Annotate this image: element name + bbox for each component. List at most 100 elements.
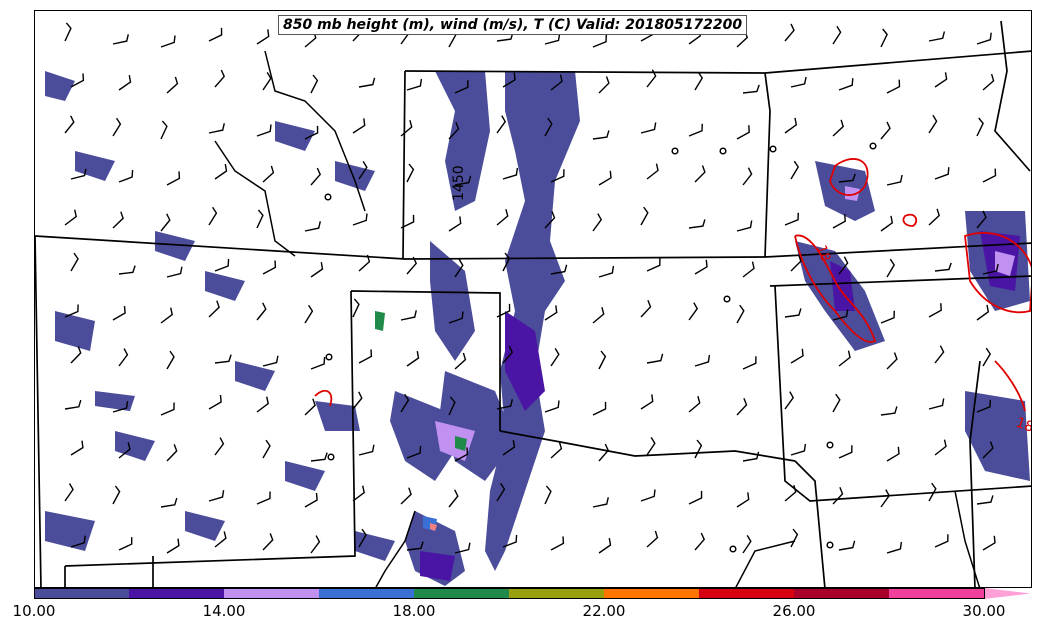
wind-barb	[646, 353, 664, 364]
wind-barb	[598, 265, 615, 278]
wind-barb	[502, 167, 519, 180]
wind-barb	[304, 398, 316, 416]
wind-barb	[160, 307, 173, 324]
wind-barb	[496, 303, 511, 318]
wind-barb	[262, 260, 277, 275]
wind-barb	[352, 213, 368, 226]
wind-barb	[934, 534, 949, 548]
wind-barb	[886, 541, 903, 554]
wind-barb	[550, 264, 568, 275]
wind-barb	[502, 345, 514, 364]
colorbar-tick-label: 14.00	[202, 602, 246, 620]
map-canvas: 1450 18 18	[35, 20, 1031, 587]
wind-barb	[934, 72, 948, 88]
wind-barb	[976, 117, 984, 137]
wind-barb	[262, 355, 279, 367]
wind-barb	[976, 210, 987, 229]
wind-barb	[694, 259, 708, 275]
wind-barb	[166, 538, 180, 554]
wind-barb	[742, 261, 755, 278]
wind-barb	[70, 535, 86, 548]
wind-barb	[640, 394, 654, 410]
wind-barb	[886, 258, 896, 278]
wind-barb	[352, 298, 360, 318]
wind-barb	[454, 542, 471, 554]
wind-barb	[454, 175, 472, 186]
wind-barb	[598, 350, 607, 370]
wind-barb	[880, 28, 888, 48]
wind-barb	[256, 396, 269, 413]
shaded-field	[45, 71, 1030, 586]
state-boundaries	[35, 20, 1031, 587]
wind-barb	[550, 441, 563, 459]
wind-barb	[502, 534, 518, 548]
calm-wind-circles	[324, 142, 877, 553]
wind-barb	[694, 354, 711, 367]
colorbar-tick-label: 10.00	[12, 602, 56, 620]
wind-barb	[454, 352, 467, 370]
colorbar-segment	[129, 588, 224, 599]
wind-barb	[256, 209, 264, 229]
wind-barb	[934, 345, 945, 364]
wind-barb	[310, 74, 319, 94]
wind-barb	[838, 445, 853, 459]
wind-barb	[982, 73, 995, 91]
wind-barb	[688, 490, 703, 505]
wind-barb	[160, 213, 171, 232]
temp-contour-label-a: 18	[813, 243, 833, 264]
wind-barb	[118, 74, 132, 91]
wind-barb	[742, 167, 753, 186]
wind-barb	[832, 309, 849, 321]
wind-barb	[352, 485, 365, 502]
wind-barb	[838, 540, 856, 551]
wind-barb	[262, 165, 275, 183]
wind-barb	[310, 535, 321, 554]
wind-barb	[352, 118, 366, 134]
temperature-contours	[314, 158, 1031, 412]
boundary-detail	[214, 50, 981, 587]
wind-barb	[502, 439, 516, 456]
shaded-field-intense	[375, 186, 1020, 581]
wind-barb	[310, 261, 324, 278]
wind-barb	[598, 170, 612, 186]
wind-barb	[736, 398, 748, 416]
wind-barb	[688, 219, 706, 229]
wind-barb	[694, 532, 706, 551]
wind-barb	[934, 167, 950, 180]
wind-barb	[160, 497, 178, 508]
wind-barb	[544, 400, 560, 413]
wind-barb	[832, 214, 846, 229]
wind-barb	[742, 451, 760, 462]
wind-barb	[64, 22, 72, 42]
wind-barb	[646, 69, 657, 88]
wind-barb	[790, 348, 804, 364]
wind-barb	[592, 307, 605, 324]
wind-barb	[736, 220, 753, 232]
colorbar-segment	[509, 588, 604, 599]
colorbar-tick-label: 26.00	[772, 602, 816, 620]
wind-barb	[208, 123, 225, 134]
wind-barb	[496, 399, 513, 410]
wind-barb	[70, 346, 82, 364]
wind-barb	[550, 348, 560, 367]
wind-barb	[838, 350, 851, 367]
wind-barb	[640, 206, 649, 226]
wind-barb	[118, 265, 136, 275]
wind-barb	[70, 252, 79, 272]
wind-barb	[928, 303, 942, 318]
wind-barb	[208, 206, 218, 226]
wind-barb	[118, 537, 133, 551]
wind-barb	[448, 216, 462, 232]
wind-barb	[934, 262, 952, 272]
wind-barb	[550, 536, 565, 551]
wind-barb	[592, 213, 603, 232]
wind-barb	[886, 352, 898, 370]
wind-barb	[592, 497, 609, 508]
colorbar-segment	[414, 588, 509, 599]
colorbar-extend-arrow	[984, 588, 1031, 599]
wind-barb	[784, 485, 797, 502]
wind-barb	[790, 160, 800, 180]
wind-barb	[790, 76, 807, 88]
wind-barb	[64, 483, 74, 502]
wind-barb	[502, 252, 511, 272]
